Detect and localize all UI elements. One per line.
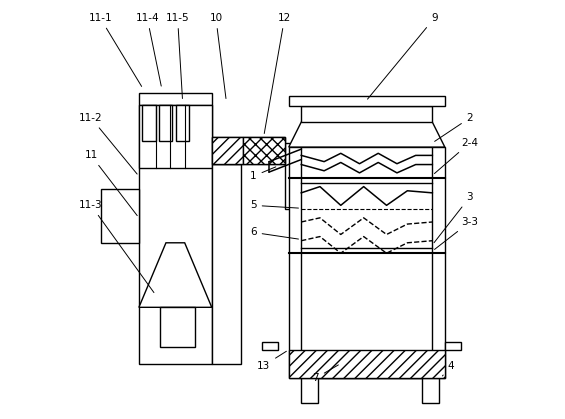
Bar (285, 143, 307, 210)
Bar (289, 350, 445, 378)
Text: 11: 11 (84, 150, 137, 216)
Bar (289, 147, 445, 378)
Bar (159, 106, 172, 141)
Bar (139, 93, 212, 106)
Bar (102, 189, 139, 243)
Polygon shape (289, 122, 445, 147)
Bar (301, 106, 432, 122)
Text: 5: 5 (250, 200, 298, 210)
Text: 10: 10 (210, 13, 226, 98)
Bar (301, 147, 432, 378)
Bar (422, 378, 438, 403)
Bar (212, 137, 243, 164)
Text: 4: 4 (442, 361, 454, 376)
Text: 11-4: 11-4 (136, 13, 161, 86)
Text: 12: 12 (264, 13, 291, 134)
Text: 9: 9 (367, 13, 438, 99)
Text: 7: 7 (312, 365, 338, 383)
Text: 11-1: 11-1 (88, 13, 142, 86)
Bar (445, 342, 462, 350)
Text: 3: 3 (434, 192, 473, 243)
Text: 1: 1 (250, 167, 276, 181)
Bar (301, 378, 318, 403)
Polygon shape (139, 243, 212, 307)
Text: 3-3: 3-3 (434, 217, 479, 249)
Text: 11-3: 11-3 (79, 200, 154, 292)
Bar (139, 106, 212, 168)
Bar (262, 342, 279, 350)
Bar (212, 137, 285, 164)
Text: 11-5: 11-5 (166, 13, 189, 98)
Bar (212, 164, 241, 364)
Bar (142, 106, 155, 141)
Bar (243, 137, 285, 164)
Text: 2-4: 2-4 (434, 138, 479, 173)
Bar (176, 106, 189, 141)
Text: 13: 13 (257, 351, 286, 370)
Text: 11-2: 11-2 (79, 113, 137, 174)
Bar (139, 106, 212, 364)
Bar (289, 96, 445, 106)
Text: 6: 6 (250, 228, 298, 239)
Text: 2: 2 (434, 113, 473, 141)
Bar (160, 307, 195, 347)
